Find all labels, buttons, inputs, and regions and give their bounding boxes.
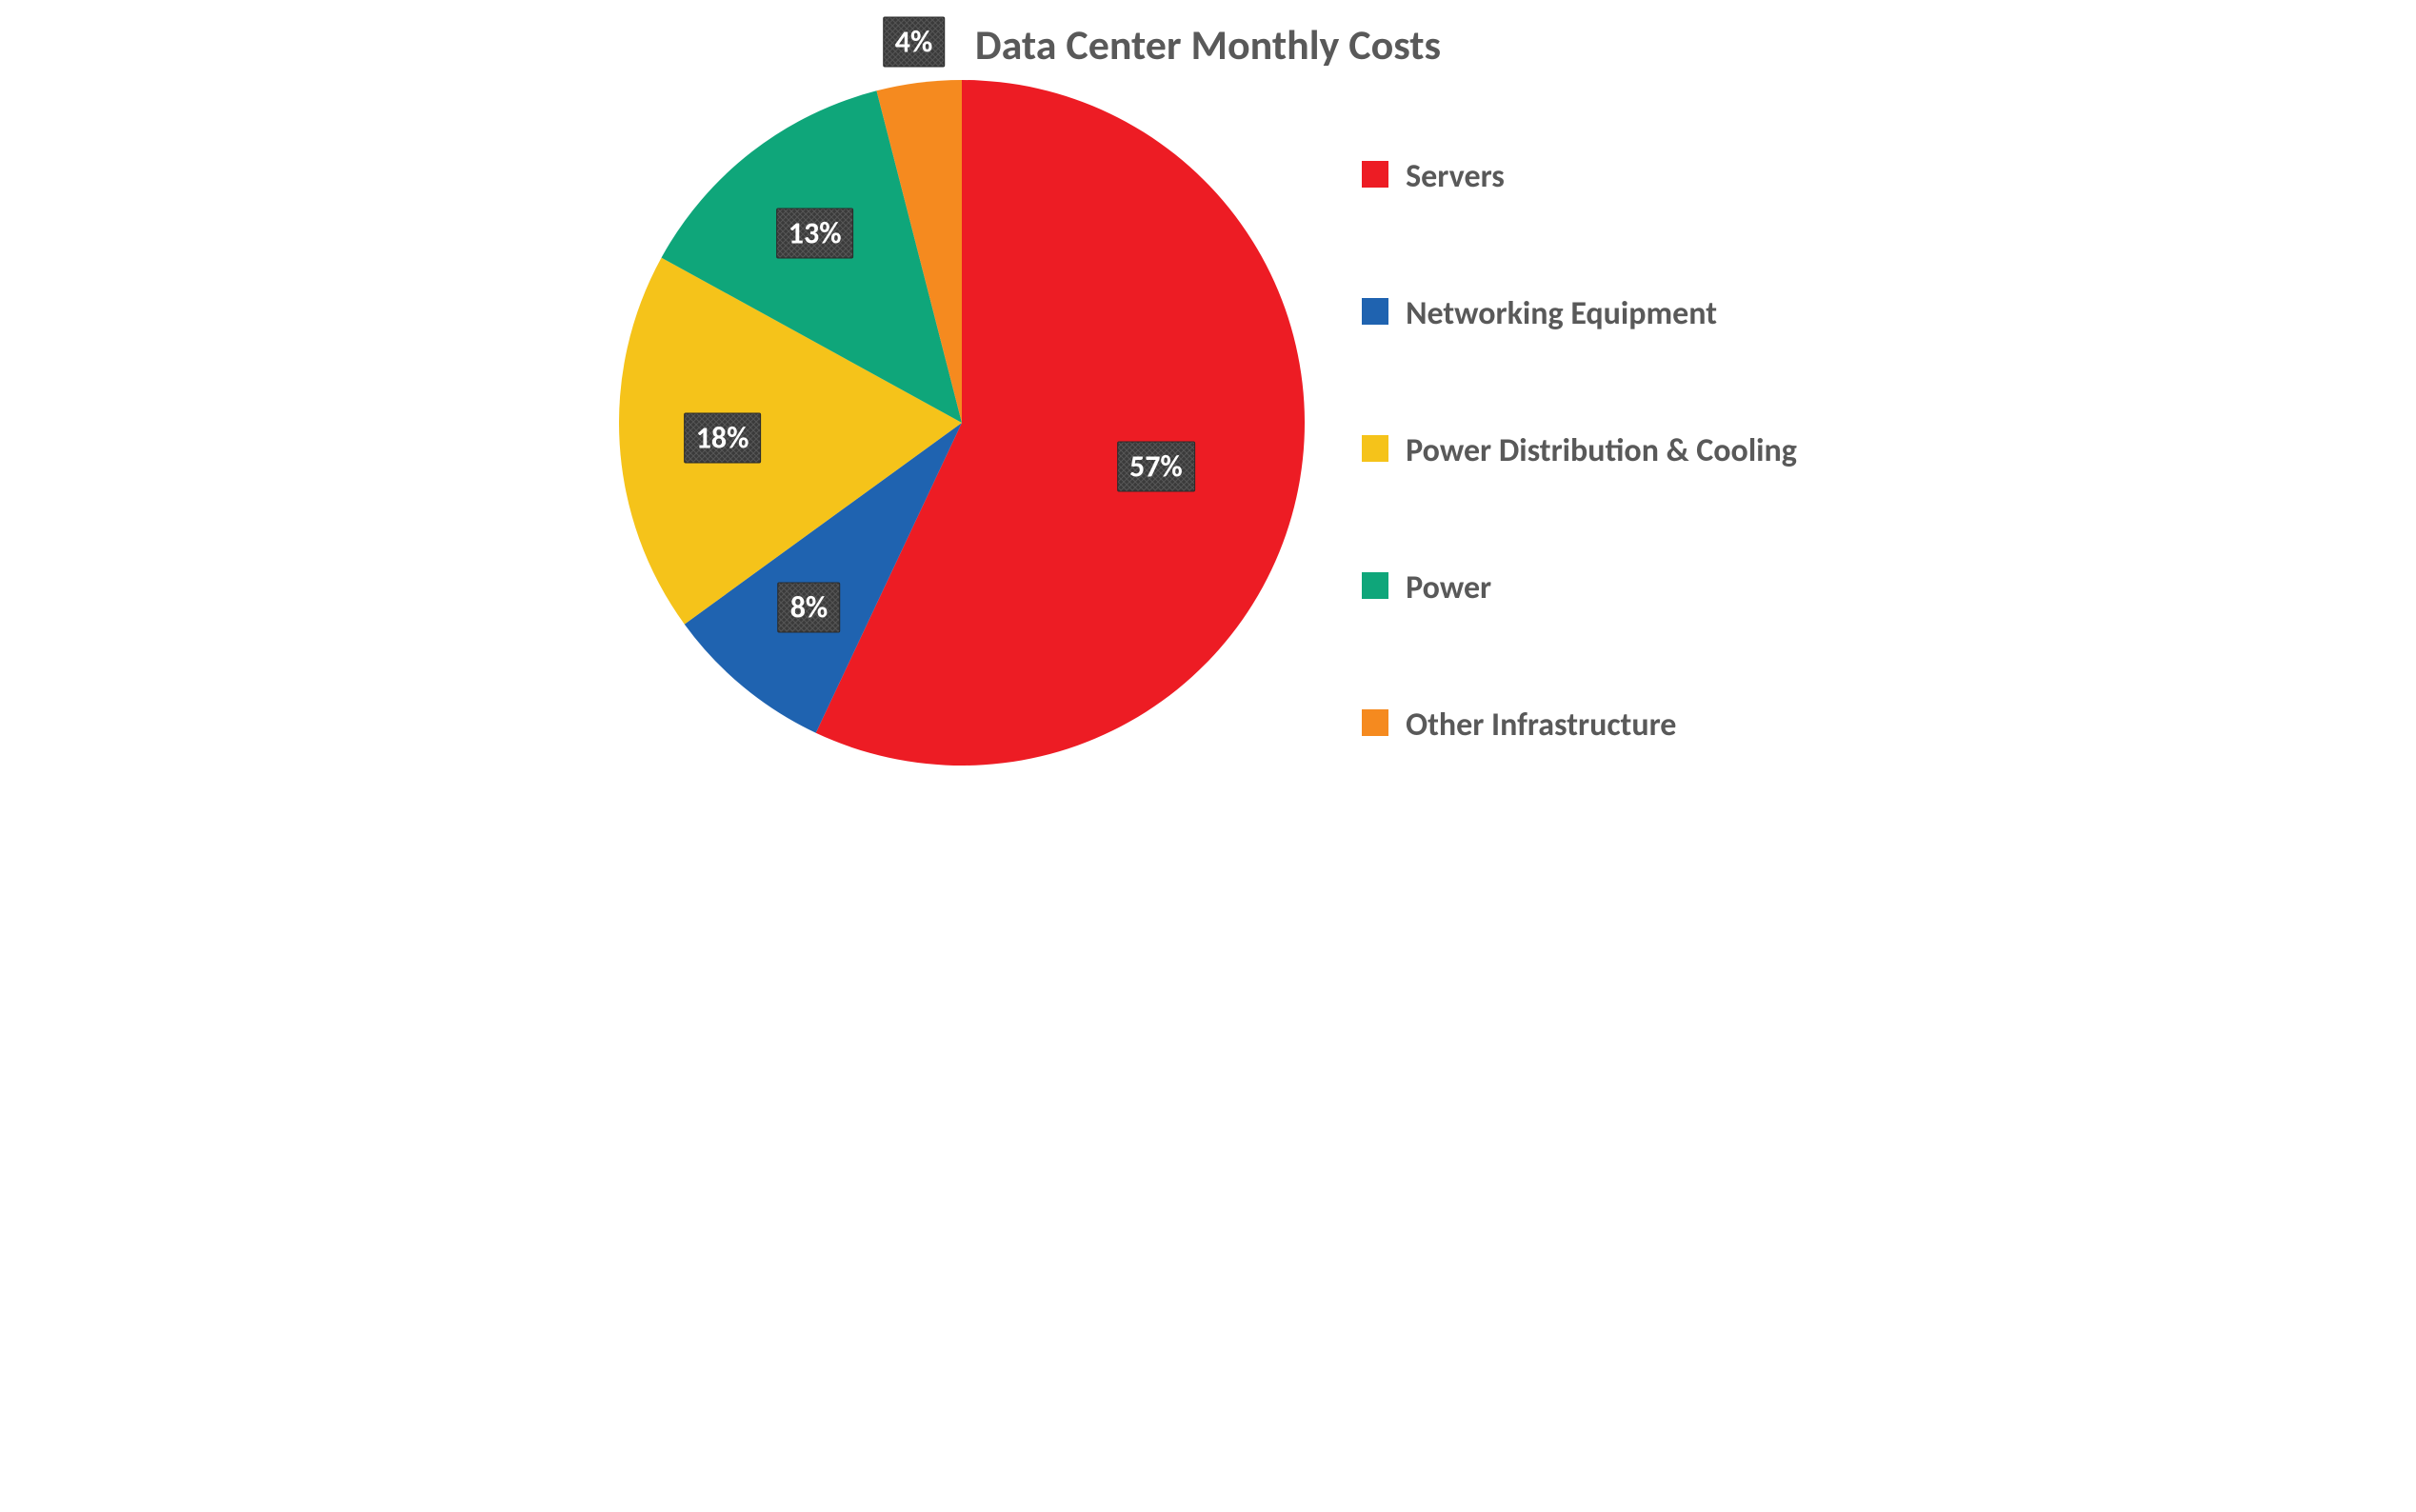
legend-swatch xyxy=(1362,298,1388,325)
slice-pct-label: 13% xyxy=(776,208,854,258)
legend-item: Networking Equipment xyxy=(1362,294,1797,335)
legend-label: Networking Equipment xyxy=(1406,294,1717,335)
slice-pct-label: 18% xyxy=(684,412,762,463)
slice-pct-label: 4% xyxy=(883,16,946,67)
chart-container: Data Center Monthly Costs 57%8%18%13%4% … xyxy=(0,0,2416,785)
legend-swatch xyxy=(1362,572,1388,599)
legend-item: Power xyxy=(1362,568,1797,609)
chart-row: 57%8%18%13%4% ServersNetworking Equipmen… xyxy=(38,80,2378,766)
legend: Servers Networking Equipment Power Distrib… xyxy=(1362,80,1797,766)
legend-item: Power Distribution & Cooling xyxy=(1362,431,1797,472)
legend-swatch xyxy=(1362,709,1388,736)
legend-swatch xyxy=(1362,435,1388,462)
legend-item: Servers xyxy=(1362,157,1797,198)
legend-swatch xyxy=(1362,161,1388,188)
slice-pct-label: 57% xyxy=(1117,441,1195,491)
pie-wrapper: 57%8%18%13%4% xyxy=(619,80,1305,766)
legend-label: Other Infrastructure xyxy=(1406,706,1676,746)
legend-label: Power xyxy=(1406,568,1491,609)
legend-label: Power Distribution & Cooling xyxy=(1406,431,1797,472)
legend-label: Servers xyxy=(1406,157,1505,198)
legend-item: Other Infrastructure xyxy=(1362,706,1797,746)
slice-pct-label: 8% xyxy=(778,583,841,633)
chart-title: Data Center Monthly Costs xyxy=(975,19,1441,70)
